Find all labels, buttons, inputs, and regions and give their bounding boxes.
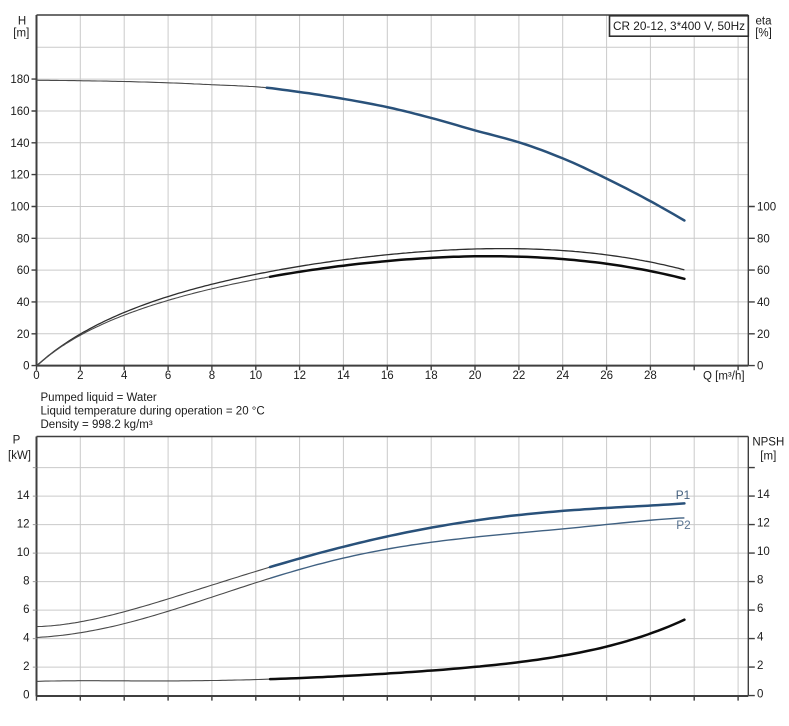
svg-text:4: 4 [121, 370, 128, 382]
svg-text:Pumped liquid = Water: Pumped liquid = Water [41, 392, 157, 404]
svg-text:P1: P1 [676, 488, 690, 502]
svg-text:40: 40 [17, 297, 30, 309]
svg-text:6: 6 [165, 370, 171, 382]
svg-text:[m]: [m] [760, 451, 776, 463]
svg-text:2: 2 [23, 661, 29, 673]
svg-text:60: 60 [17, 265, 30, 277]
svg-text:140: 140 [10, 138, 29, 150]
svg-text:14: 14 [337, 370, 350, 382]
svg-text:0: 0 [23, 689, 29, 701]
svg-text:160: 160 [10, 106, 29, 118]
svg-text:60: 60 [757, 265, 770, 277]
svg-text:20: 20 [757, 329, 770, 341]
svg-text:4: 4 [757, 631, 764, 643]
svg-text:Liquid temperature during oper: Liquid temperature during operation = 20… [41, 406, 265, 418]
svg-text:18: 18 [425, 370, 438, 382]
svg-text:eta: eta [756, 16, 773, 28]
svg-text:2: 2 [757, 660, 763, 672]
svg-text:40: 40 [757, 297, 770, 309]
svg-text:26: 26 [600, 370, 613, 382]
svg-text:6: 6 [23, 604, 29, 616]
svg-text:Q [m³/h]: Q [m³/h] [703, 371, 745, 383]
svg-text:10: 10 [757, 546, 770, 558]
svg-text:P2: P2 [676, 518, 690, 532]
svg-text:[m]: [m] [13, 27, 29, 39]
svg-text:20: 20 [469, 370, 482, 382]
svg-text:8: 8 [23, 575, 29, 587]
svg-text:P: P [13, 435, 21, 447]
svg-text:100: 100 [10, 202, 29, 214]
svg-text:0: 0 [23, 361, 29, 373]
svg-text:Density = 998.2 kg/m³: Density = 998.2 kg/m³ [41, 419, 153, 431]
svg-text:100: 100 [757, 202, 776, 214]
svg-text:NPSH: NPSH [752, 437, 784, 449]
svg-text:12: 12 [293, 370, 306, 382]
svg-text:28: 28 [644, 370, 657, 382]
svg-text:14: 14 [17, 490, 30, 502]
svg-text:12: 12 [757, 517, 770, 529]
svg-text:80: 80 [757, 233, 770, 245]
svg-text:14: 14 [757, 489, 770, 501]
svg-text:0: 0 [757, 688, 763, 700]
svg-text:120: 120 [10, 170, 29, 182]
svg-text:10: 10 [249, 370, 262, 382]
svg-text:180: 180 [10, 74, 29, 86]
svg-text:2: 2 [77, 370, 83, 382]
svg-text:8: 8 [209, 370, 215, 382]
svg-text:20: 20 [17, 329, 30, 341]
svg-text:6: 6 [757, 603, 763, 615]
svg-text:CR 20-12, 3*400 V, 50Hz: CR 20-12, 3*400 V, 50Hz [613, 19, 745, 33]
svg-text:4: 4 [23, 632, 30, 644]
svg-text:8: 8 [757, 574, 763, 586]
svg-text:22: 22 [513, 370, 526, 382]
svg-text:0: 0 [757, 361, 763, 373]
svg-text:16: 16 [381, 370, 394, 382]
svg-text:[kW]: [kW] [8, 450, 31, 462]
svg-text:12: 12 [17, 518, 30, 530]
svg-text:H: H [18, 16, 26, 28]
svg-text:0: 0 [33, 370, 39, 382]
svg-text:[%]: [%] [755, 28, 772, 40]
svg-text:10: 10 [17, 547, 30, 559]
svg-text:80: 80 [17, 233, 30, 245]
svg-text:24: 24 [556, 370, 569, 382]
